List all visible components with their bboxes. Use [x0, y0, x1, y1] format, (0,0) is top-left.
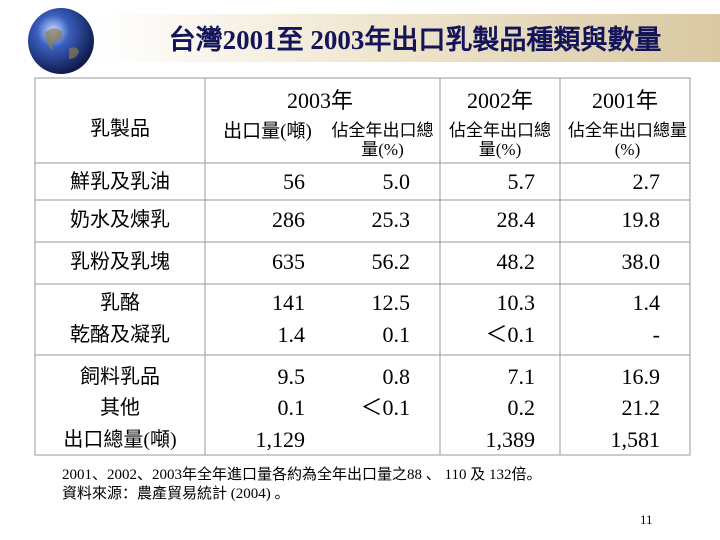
table-cell: 0.2 — [507, 395, 536, 420]
title-banner — [95, 14, 720, 62]
row-label: 乳酪 — [100, 292, 140, 314]
column-header: 出口量(噸) — [223, 121, 312, 142]
table-cell: 0.1 — [277, 395, 306, 420]
table-cell: 1.4 — [277, 322, 306, 347]
table-cell: 16.9 — [621, 364, 661, 389]
table-cell: 28.4 — [496, 207, 536, 232]
column-header: 佔全年出口總量(%) — [331, 121, 434, 159]
year-header: 2002年 — [466, 88, 533, 113]
table-cell: 635 — [272, 249, 305, 274]
column-header: 乳製品 — [90, 118, 150, 140]
table-cell: ＜0.1 — [360, 395, 410, 420]
table-cell: - — [652, 322, 660, 347]
table-cell: 141 — [272, 290, 305, 315]
table-cell: 0.8 — [382, 364, 411, 389]
column-header: 佔全年出口總量(%) — [568, 121, 687, 159]
slide-title: 台灣2001至 2003年出口乳製品種類與數量 — [168, 25, 662, 55]
table-cell: 48.2 — [496, 249, 536, 274]
footnote: 資料來源：農產貿易統計 (2004) 。 — [62, 486, 290, 502]
table-cell: 5.0 — [382, 169, 411, 194]
table-cell: 10.3 — [496, 290, 536, 315]
table-cell: 38.0 — [621, 249, 661, 274]
row-label: 乳粉及乳塊 — [70, 251, 170, 273]
row-label: 鮮乳及乳油 — [70, 171, 170, 193]
year-header: 2003年 — [286, 88, 353, 113]
table-cell: 1,389 — [485, 427, 536, 452]
table-cell: 5.7 — [507, 169, 536, 194]
table-cell: 19.8 — [621, 207, 661, 232]
table-cell: 56 — [283, 169, 305, 194]
row-label: 飼料乳品 — [80, 366, 160, 388]
table-cell: 21.2 — [621, 395, 661, 420]
globe-icon — [28, 8, 94, 74]
table-cell: ＜0.1 — [485, 322, 535, 347]
row-label: 奶水及煉乳 — [70, 209, 170, 231]
table-cell: 0.1 — [382, 322, 411, 347]
row-label: 乾酪及凝乳 — [70, 324, 170, 346]
table-cell: 1.4 — [632, 290, 661, 315]
page-number: 11 — [640, 512, 653, 527]
table-cell: 9.5 — [277, 364, 306, 389]
table-cell: 7.1 — [507, 364, 536, 389]
table-cell: 56.2 — [371, 249, 411, 274]
row-label: 出口總量(噸) — [63, 429, 177, 451]
table-cell: 1,129 — [255, 427, 306, 452]
row-label: 其他 — [100, 397, 140, 419]
table-cell: 286 — [272, 207, 305, 232]
table-cell: 2.7 — [632, 169, 661, 194]
table-cell: 12.5 — [371, 290, 411, 315]
table-cell: 1,581 — [610, 427, 661, 452]
table-cell: 25.3 — [371, 207, 411, 232]
year-header: 2001年 — [591, 88, 658, 113]
column-header: 佔全年出口總量(%) — [449, 121, 551, 159]
footnote: 2001、2002、2003年全年進口量各約為全年出口量之88 、 110 及 … — [62, 467, 542, 483]
